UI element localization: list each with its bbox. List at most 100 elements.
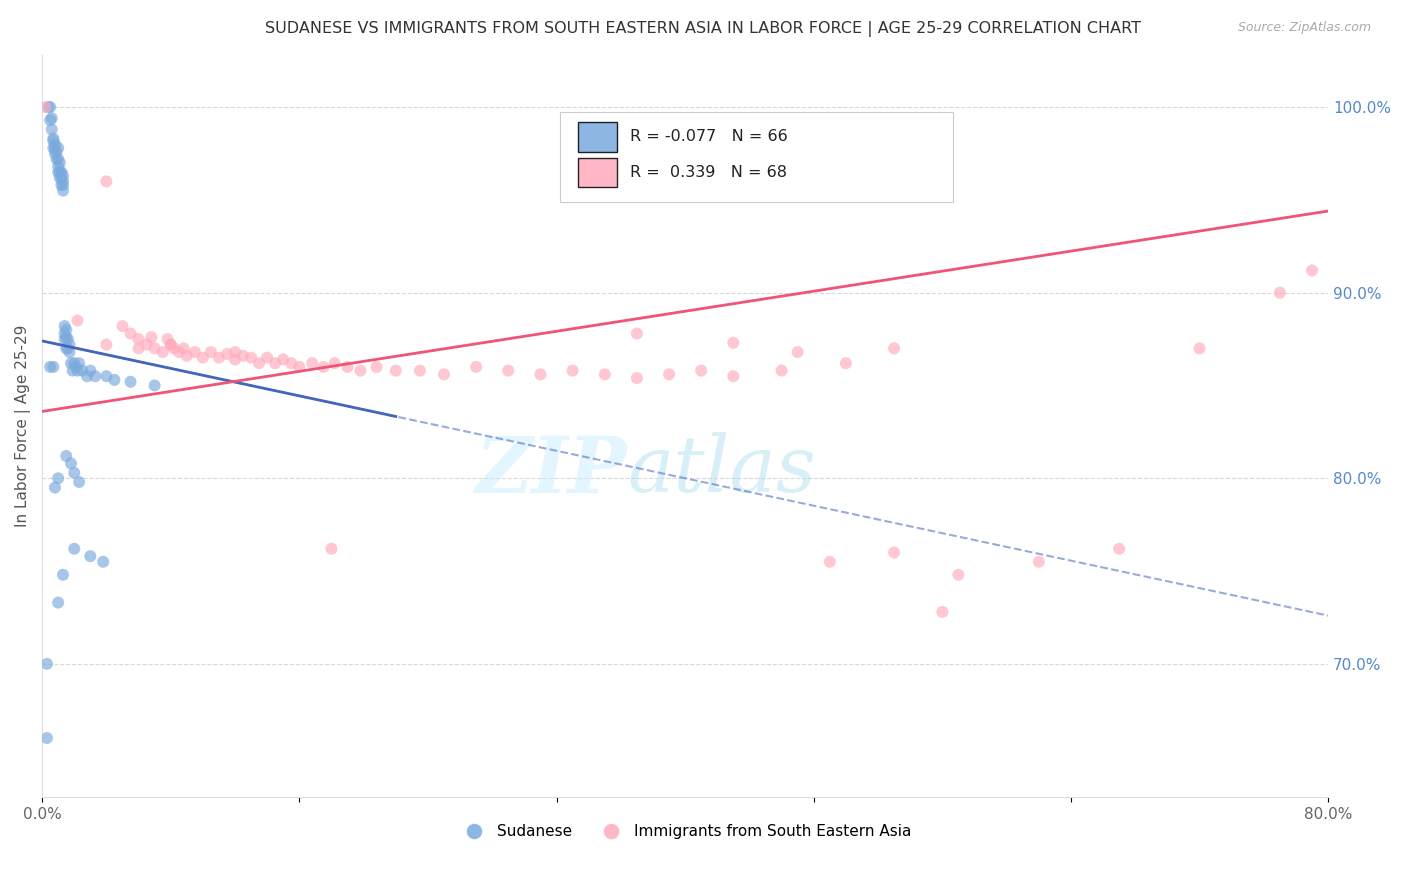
Point <box>191 351 214 365</box>
Point <box>159 337 181 351</box>
Point <box>301 356 323 370</box>
Point <box>690 363 713 377</box>
Point <box>55 449 77 463</box>
Point <box>79 549 101 564</box>
Y-axis label: In Labor Force | Age 25-29: In Labor Force | Age 25-29 <box>15 325 31 527</box>
Point <box>1028 555 1050 569</box>
Point <box>271 352 294 367</box>
Point <box>103 373 125 387</box>
Point <box>349 363 371 377</box>
Point <box>786 345 808 359</box>
Point <box>60 457 83 471</box>
Point <box>76 369 98 384</box>
Point <box>72 363 94 377</box>
Point <box>44 141 66 155</box>
Point <box>44 137 66 152</box>
Point <box>1301 263 1323 277</box>
Point <box>626 326 648 341</box>
Point <box>35 731 58 745</box>
Point <box>883 342 905 356</box>
Point <box>41 122 63 136</box>
Point <box>39 113 62 128</box>
Text: ZIP: ZIP <box>475 433 627 509</box>
Point <box>224 352 246 367</box>
Point <box>53 332 76 346</box>
Point <box>723 369 745 384</box>
Point <box>264 356 287 370</box>
Point <box>63 541 86 556</box>
Point <box>336 359 359 374</box>
Point <box>288 359 311 374</box>
Point <box>818 555 841 569</box>
Point <box>91 555 114 569</box>
Point <box>52 567 75 582</box>
Point <box>120 375 142 389</box>
FancyBboxPatch shape <box>578 122 617 152</box>
Point <box>45 145 67 159</box>
Point <box>49 155 72 169</box>
Point <box>52 169 75 183</box>
Point <box>55 323 77 337</box>
Point <box>312 359 335 374</box>
Point <box>55 342 77 356</box>
Point <box>39 359 62 374</box>
Point <box>42 141 65 155</box>
Legend: Sudanese, Immigrants from South Eastern Asia: Sudanese, Immigrants from South Eastern … <box>453 818 917 846</box>
Point <box>1268 285 1291 300</box>
Point <box>224 345 246 359</box>
Point <box>35 657 58 671</box>
Point <box>53 326 76 341</box>
Text: R =  0.339   N = 68: R = 0.339 N = 68 <box>630 165 787 180</box>
Text: Source: ZipAtlas.com: Source: ZipAtlas.com <box>1237 21 1371 35</box>
Point <box>65 359 87 374</box>
Point <box>135 337 157 351</box>
Point <box>63 466 86 480</box>
Point <box>42 134 65 148</box>
Point <box>498 363 520 377</box>
Point <box>51 170 73 185</box>
Text: atlas: atlas <box>627 433 815 509</box>
Point <box>321 541 343 556</box>
Point <box>409 363 432 377</box>
Point <box>433 368 456 382</box>
Point <box>42 131 65 145</box>
Point <box>45 152 67 166</box>
Point <box>63 356 86 370</box>
Point <box>256 351 278 365</box>
Point <box>46 165 69 179</box>
Point <box>52 178 75 192</box>
Point <box>366 359 388 374</box>
Point <box>232 349 254 363</box>
Point <box>46 141 69 155</box>
Point <box>128 332 150 346</box>
Point <box>44 146 66 161</box>
Point <box>42 359 65 374</box>
Point <box>44 481 66 495</box>
Point <box>84 369 107 384</box>
Point <box>53 319 76 334</box>
Point <box>465 359 488 374</box>
Point <box>46 160 69 174</box>
Point <box>167 345 190 359</box>
Point <box>200 345 222 359</box>
Point <box>49 170 72 185</box>
Point <box>56 332 79 346</box>
Point <box>34 100 56 114</box>
Point <box>96 174 118 188</box>
FancyBboxPatch shape <box>561 112 953 202</box>
Point <box>58 345 80 359</box>
Point <box>51 165 73 179</box>
Point <box>58 337 80 351</box>
Point <box>51 178 73 192</box>
Point <box>96 369 118 384</box>
Point <box>143 378 166 392</box>
Point <box>208 351 231 365</box>
Point <box>931 605 953 619</box>
Point <box>384 363 406 377</box>
Point <box>883 545 905 559</box>
Point <box>46 471 69 485</box>
Point <box>79 363 101 377</box>
Point <box>948 567 970 582</box>
Point <box>143 342 166 356</box>
Point <box>1188 342 1211 356</box>
